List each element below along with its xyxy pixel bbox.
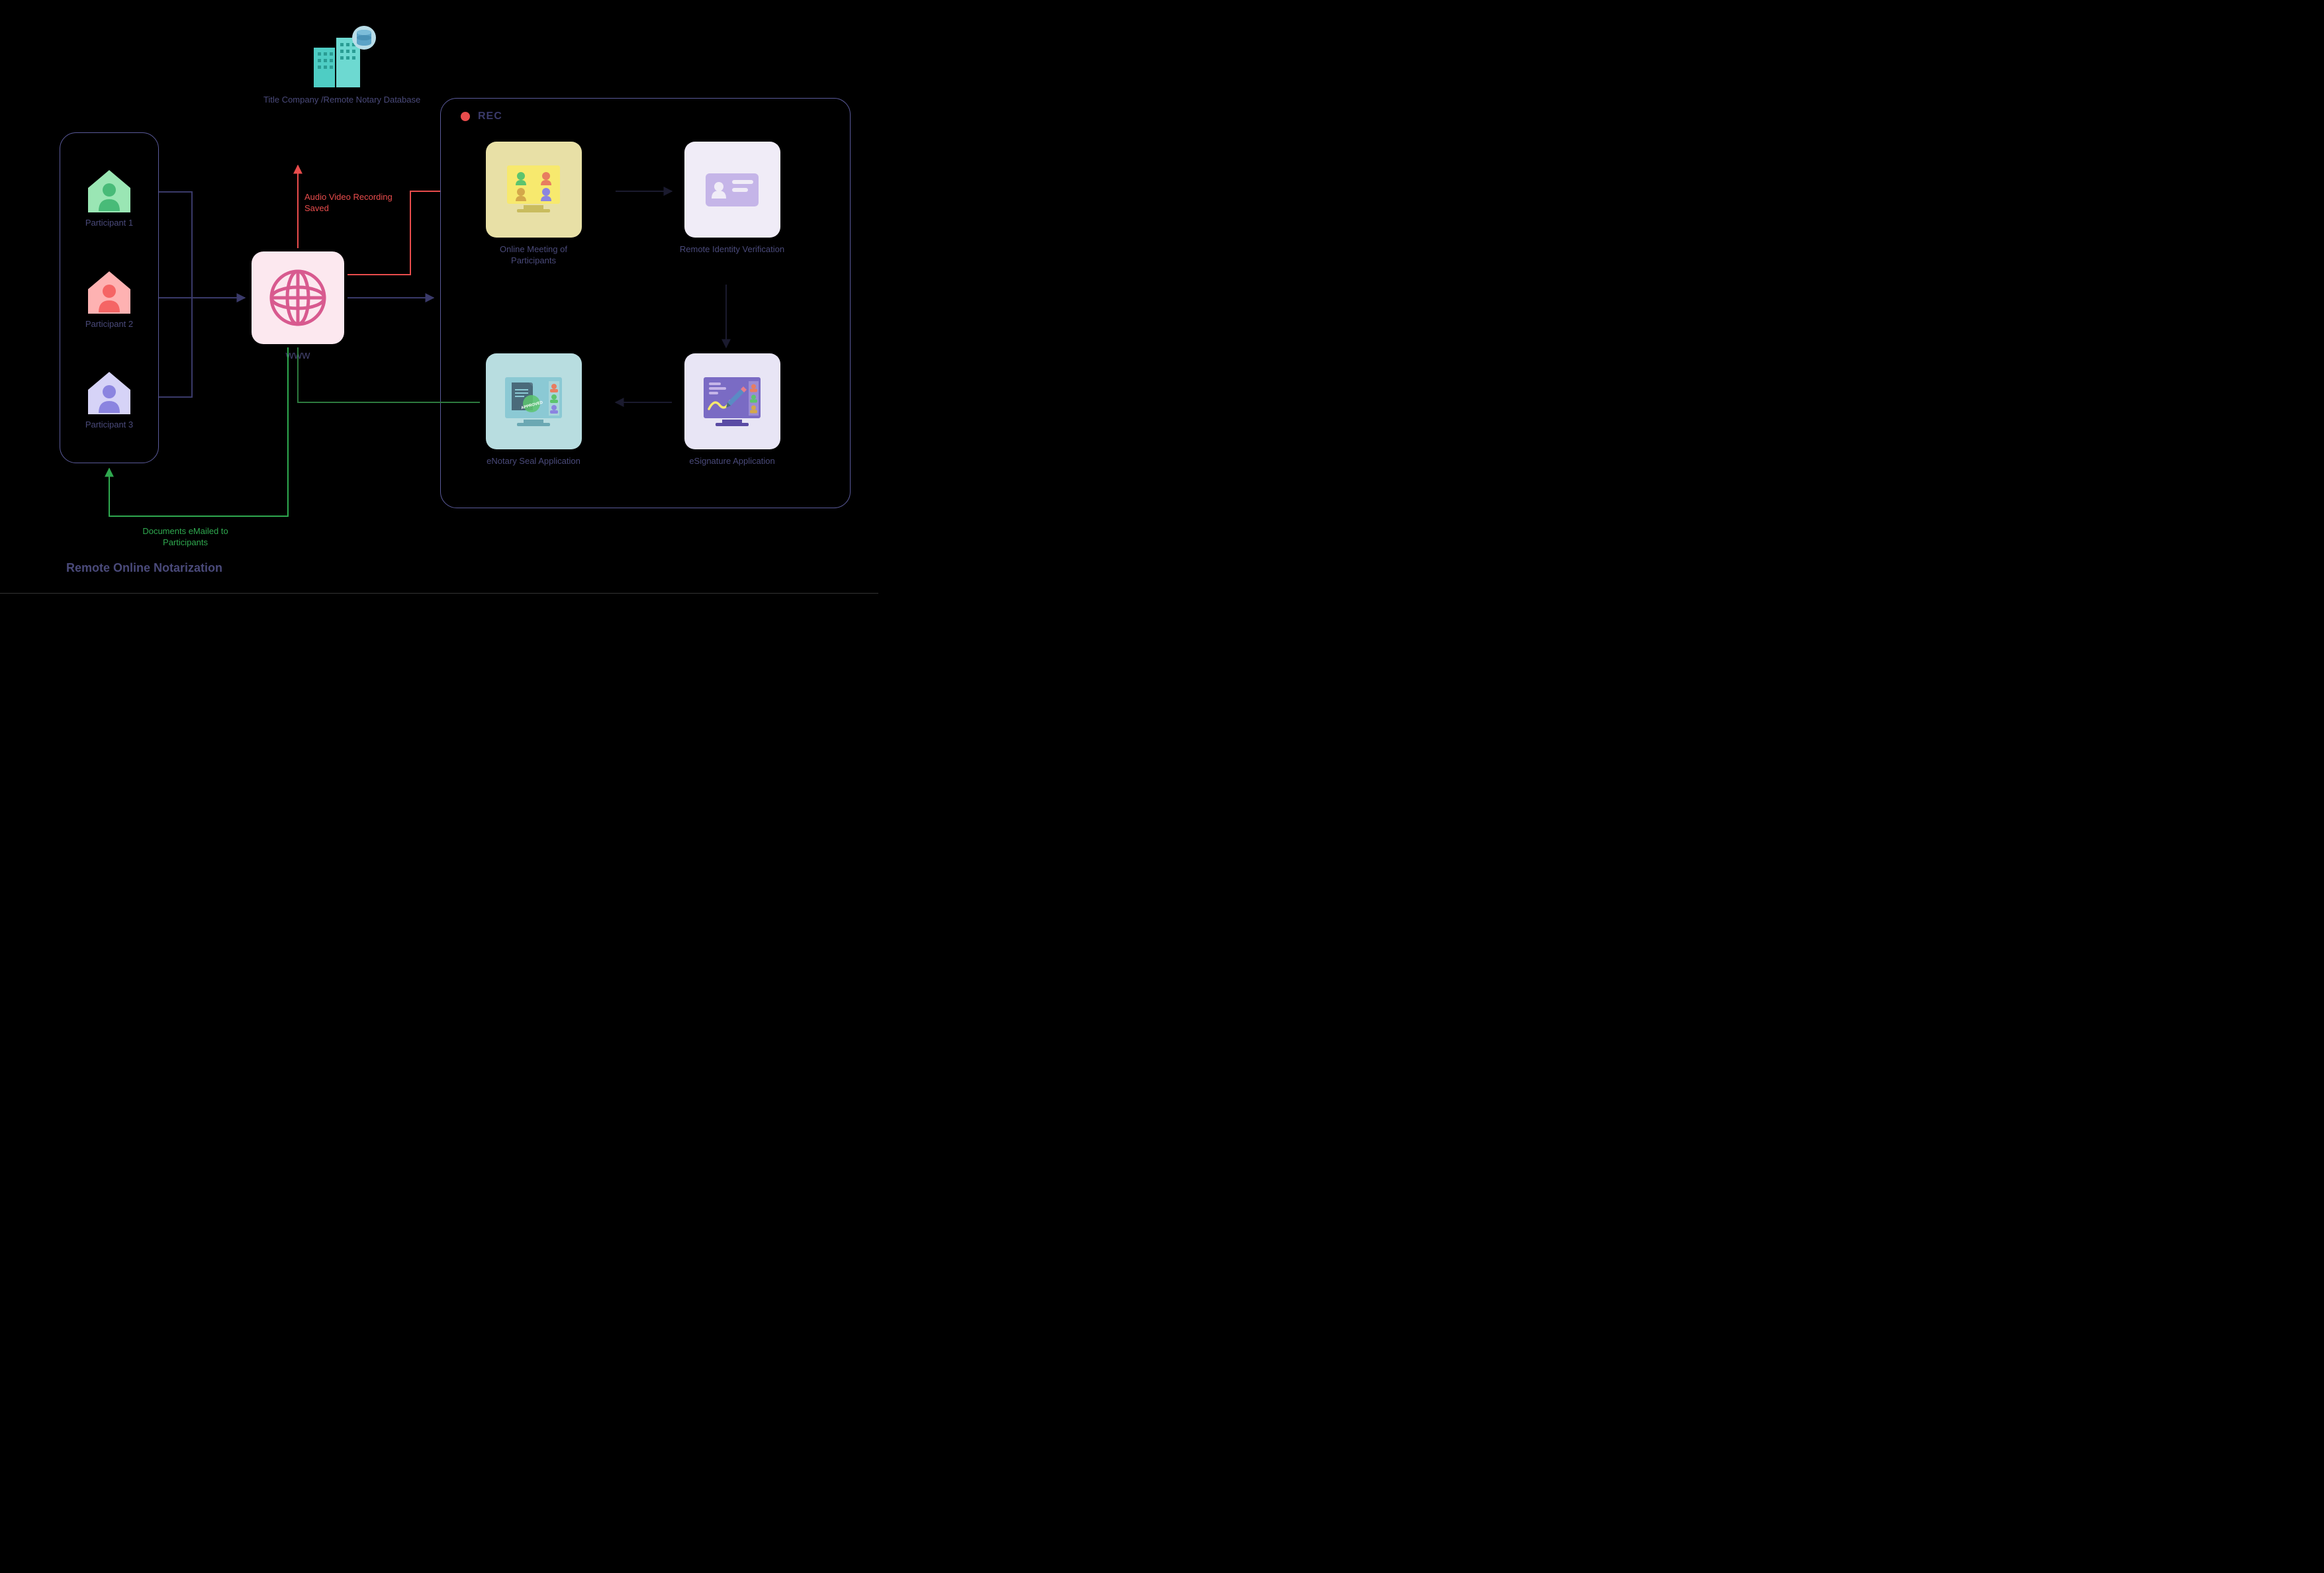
participants-container: Participant 1 Participant 2 Participant …: [60, 132, 159, 463]
rec-container: REC Online Meeting of Participants: [440, 98, 851, 508]
participant-1-label: Participant 1: [85, 218, 133, 229]
edge-label-emailed: Documents eMailed to Participants: [129, 526, 242, 549]
www-node: [252, 251, 344, 344]
edge-label-recording: Audio Video Recording Saved: [304, 192, 397, 214]
participant-3-icon: [83, 367, 136, 420]
enotary-seal-icon: APPROVED: [486, 353, 582, 449]
participant-3: Participant 3: [83, 367, 136, 431]
title-company-node: Title Company /Remote Notary Database: [263, 24, 420, 106]
rec-label: REC: [478, 111, 502, 122]
participant-1-icon: [83, 165, 136, 218]
participant-2-label: Participant 2: [85, 319, 133, 330]
identity-verification-label: Remote Identity Verification: [679, 244, 785, 255]
rec-header: REC: [461, 111, 502, 122]
esignature-icon: [684, 353, 780, 449]
title-company-label: Title Company /Remote Notary Database: [263, 95, 420, 106]
www-label: WWW: [252, 351, 344, 361]
online-meeting-icon: [486, 142, 582, 238]
participant-2: Participant 2: [83, 266, 136, 330]
participant-3-label: Participant 3: [85, 420, 133, 431]
participant-2-icon: [83, 266, 136, 319]
globe-icon: [265, 265, 331, 331]
building-database-icon: [306, 24, 379, 91]
online-meeting-node: Online Meeting of Participants: [481, 142, 586, 267]
participant-1: Participant 1: [83, 165, 136, 229]
identity-verification-icon: [684, 142, 780, 238]
identity-verification-node: Remote Identity Verification: [679, 142, 785, 255]
bottom-divider: [0, 593, 878, 594]
online-meeting-label: Online Meeting of Participants: [481, 244, 586, 267]
enotary-seal-node: APPROVED eNotary Seal Application: [481, 353, 586, 467]
enotary-seal-label: eNotary Seal Application: [481, 456, 586, 467]
esignature-node: eSignature Application: [679, 353, 785, 467]
rec-dot-icon: [461, 112, 470, 121]
esignature-label: eSignature Application: [679, 456, 785, 467]
diagram-title: Remote Online Notarization: [66, 561, 222, 575]
